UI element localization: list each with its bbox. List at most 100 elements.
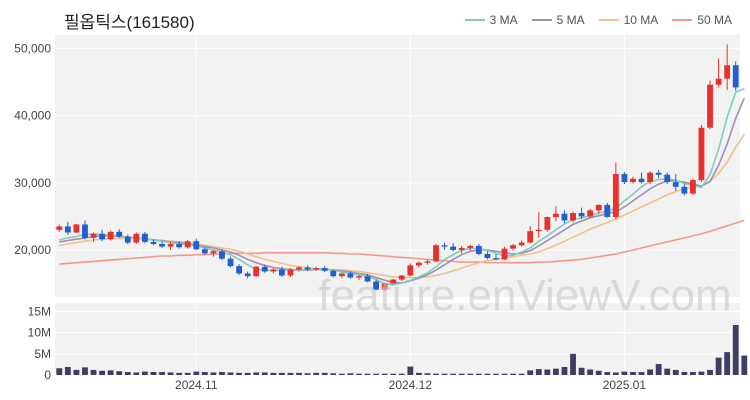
volume-bar bbox=[527, 370, 534, 375]
volume-bar bbox=[107, 370, 114, 375]
legend-item-ma5: 5 MA bbox=[531, 13, 585, 27]
volume-bar bbox=[698, 371, 705, 375]
candle-down bbox=[450, 246, 457, 250]
legend-label-ma5: 5 MA bbox=[556, 13, 585, 27]
volume-bar bbox=[73, 369, 80, 375]
candle-down bbox=[441, 245, 448, 247]
volume-bar bbox=[561, 366, 568, 375]
candle-down bbox=[236, 266, 243, 274]
volume-bar bbox=[124, 372, 131, 375]
candle-down bbox=[141, 233, 148, 242]
volume-bar bbox=[398, 373, 405, 375]
volume-bar bbox=[647, 369, 654, 375]
volume-bar bbox=[450, 373, 457, 375]
volume-bar bbox=[227, 372, 234, 375]
candle-up bbox=[184, 241, 191, 248]
volume-bar bbox=[321, 372, 328, 375]
volume-bar bbox=[424, 373, 431, 375]
volume-bar bbox=[167, 372, 174, 375]
candle-up bbox=[424, 261, 431, 263]
volume-bar bbox=[313, 372, 320, 375]
price-y-tick-label: 50,000 bbox=[14, 41, 51, 55]
volume-bar bbox=[707, 369, 713, 375]
candle-up bbox=[296, 267, 302, 270]
candle-down bbox=[99, 233, 106, 240]
candle-up bbox=[73, 224, 80, 233]
volume-bar bbox=[570, 353, 576, 375]
candle-up bbox=[535, 229, 542, 232]
volume-bar bbox=[330, 373, 337, 375]
candle-up bbox=[707, 84, 713, 128]
volume-bar bbox=[287, 372, 294, 375]
candle-down bbox=[561, 213, 568, 221]
candle-down bbox=[484, 254, 491, 259]
legend-label-ma3: 3 MA bbox=[489, 13, 518, 27]
volume-bar bbox=[219, 372, 225, 375]
price-y-tick-label: 30,000 bbox=[14, 176, 51, 190]
candle-down bbox=[732, 65, 739, 88]
volume-bar bbox=[612, 372, 619, 375]
volume-bar bbox=[116, 371, 123, 375]
legend-swatch-ma50 bbox=[672, 19, 693, 21]
candle-down bbox=[244, 273, 251, 277]
candle-up bbox=[390, 279, 397, 284]
ma3-line bbox=[59, 87, 745, 286]
volume-bar bbox=[356, 373, 362, 375]
volume-bar bbox=[415, 372, 422, 375]
volume-bar bbox=[296, 372, 302, 375]
candle-up bbox=[570, 213, 576, 221]
candle-up bbox=[527, 231, 534, 243]
price-y-tick-label: 40,000 bbox=[14, 109, 51, 123]
candle-down bbox=[475, 245, 482, 255]
volume-bar bbox=[578, 367, 585, 375]
candle-up bbox=[338, 273, 345, 277]
volume-bar bbox=[193, 371, 200, 375]
volume-bar bbox=[518, 373, 525, 375]
volume-bar bbox=[236, 372, 243, 375]
candle-up bbox=[587, 210, 594, 217]
volume-bar bbox=[741, 355, 748, 375]
candle-down bbox=[681, 186, 688, 194]
candle-up bbox=[90, 233, 97, 238]
candle-up bbox=[689, 180, 696, 194]
legend-label-ma10: 10 MA bbox=[623, 13, 659, 27]
volume-bar bbox=[90, 369, 97, 375]
volume-bar bbox=[184, 372, 191, 375]
volume-bar bbox=[501, 373, 508, 375]
chart-title: 필옵틱스(161580) bbox=[64, 13, 195, 32]
candle-up bbox=[612, 174, 619, 218]
volume-bar bbox=[141, 371, 148, 375]
candle-down bbox=[664, 174, 671, 183]
volume-bar bbox=[681, 372, 688, 375]
ma50-line bbox=[59, 219, 745, 265]
volume-bar bbox=[390, 373, 397, 375]
candle-down bbox=[82, 224, 88, 238]
candle-up bbox=[647, 172, 654, 183]
candle-up bbox=[381, 283, 388, 290]
candle-down bbox=[176, 243, 183, 248]
volume-bar bbox=[638, 372, 645, 375]
volume-bar bbox=[253, 372, 260, 375]
volume-bar bbox=[381, 373, 388, 375]
volume-bar bbox=[604, 372, 611, 375]
volume-bar bbox=[484, 373, 491, 375]
candle-up bbox=[595, 204, 602, 211]
legend-item-ma50: 50 MA bbox=[672, 13, 732, 27]
volume-bar bbox=[364, 373, 371, 375]
x-tick-label: 2024.12 bbox=[389, 378, 433, 392]
candle-down bbox=[638, 178, 645, 183]
candle-up bbox=[518, 242, 525, 246]
price-plot-area bbox=[55, 35, 740, 297]
candle-up bbox=[510, 245, 517, 249]
volume-bar bbox=[407, 366, 414, 375]
volume-bar bbox=[621, 371, 628, 375]
candle-up bbox=[552, 213, 559, 218]
volume-panel: 0 5M 10M 15M bbox=[28, 303, 748, 382]
candle-up bbox=[458, 247, 465, 250]
volume-bar bbox=[270, 372, 277, 375]
candle-up bbox=[544, 217, 551, 230]
chart-legend: 3 MA 5 MA 10 MA 50 MA bbox=[464, 13, 732, 27]
legend-swatch-ma5 bbox=[531, 19, 552, 21]
candle-down bbox=[159, 243, 165, 247]
